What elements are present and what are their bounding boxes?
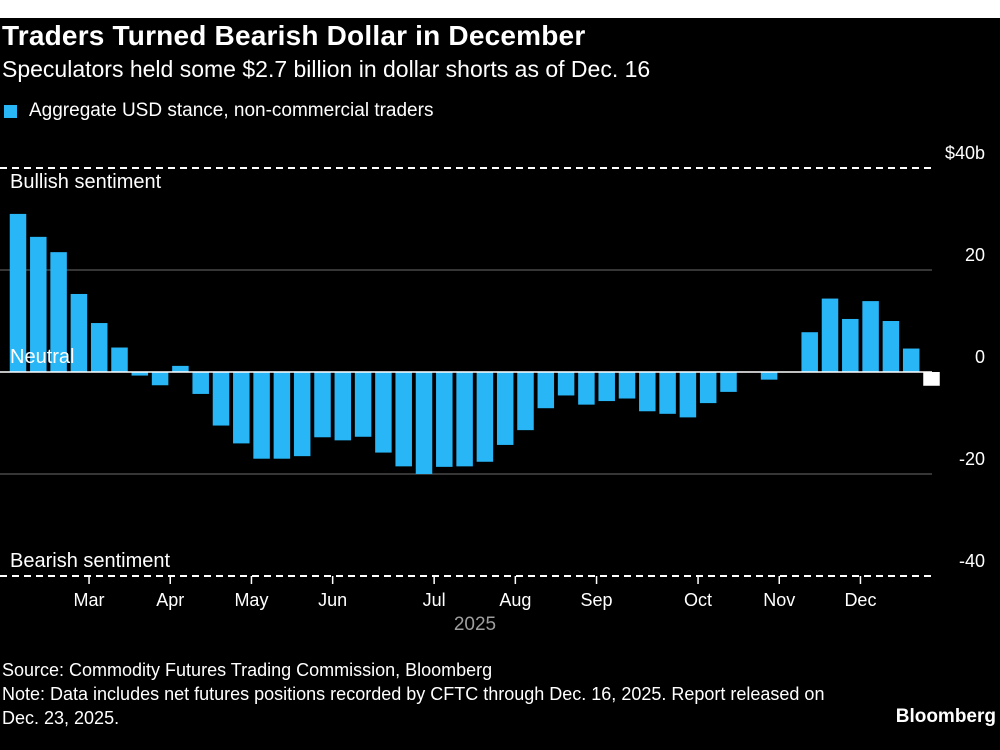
bar bbox=[9, 213, 27, 372]
bar bbox=[212, 372, 230, 426]
bar bbox=[456, 372, 473, 467]
legend-label: Aggregate USD stance, non-commercial tra… bbox=[29, 100, 434, 121]
y-tick-label: 0 bbox=[975, 347, 985, 367]
bar bbox=[699, 372, 717, 404]
bar bbox=[801, 332, 818, 372]
bar bbox=[882, 321, 900, 372]
x-tick-label: Dec bbox=[844, 590, 876, 610]
chart-frame: Traders Turned Bearish Dollar in Decembe… bbox=[0, 18, 1000, 750]
x-tick-label: Oct bbox=[684, 590, 712, 610]
bar bbox=[862, 301, 879, 372]
x-tick-label: Sep bbox=[581, 590, 613, 610]
x-tick-label: Aug bbox=[499, 590, 531, 610]
bar bbox=[172, 365, 189, 372]
bar bbox=[151, 372, 169, 386]
bar bbox=[415, 372, 433, 474]
bar bbox=[842, 318, 859, 372]
bar bbox=[111, 347, 128, 372]
annotation-neutral: Neutral bbox=[10, 346, 74, 368]
x-tick-label: Nov bbox=[763, 590, 795, 610]
bar-chart: $40b 20 0 -20 -40 Mar Apr May Jun Jul Aug Sep Oct No… bbox=[0, 143, 985, 635]
bar bbox=[639, 372, 656, 412]
x-axis: Mar Apr May Jun Jul Aug Sep Oct Nov Dec bbox=[74, 576, 876, 610]
x-tick-label: Jun bbox=[318, 590, 347, 610]
y-tick-label: -20 bbox=[959, 449, 985, 469]
bar bbox=[233, 372, 250, 444]
bar bbox=[557, 372, 575, 396]
bar bbox=[537, 372, 555, 409]
bar bbox=[293, 372, 311, 457]
x-tick-label: Jul bbox=[423, 590, 446, 610]
bar bbox=[902, 348, 920, 372]
x-tick-label: Mar bbox=[74, 590, 105, 610]
bar bbox=[334, 372, 352, 441]
chart-subtitle: Speculators held some $2.7 billion in do… bbox=[2, 56, 651, 82]
bar bbox=[618, 372, 636, 399]
bar bbox=[30, 236, 47, 372]
reference-lines bbox=[0, 167, 932, 577]
bar bbox=[375, 372, 392, 453]
bar bbox=[70, 293, 88, 372]
bar bbox=[436, 372, 453, 467]
bar bbox=[253, 372, 270, 459]
bar-latest bbox=[923, 372, 940, 386]
legend-swatch bbox=[4, 104, 17, 118]
source-text: Source: Commodity Futures Trading Commis… bbox=[2, 660, 493, 680]
bar bbox=[131, 372, 149, 376]
annotation-bearish: Bearish sentiment bbox=[10, 550, 171, 572]
note-text: Note: Data includes net futures position… bbox=[2, 684, 825, 728]
x-axis-title: 2025 bbox=[454, 614, 496, 635]
bar bbox=[273, 372, 291, 459]
bar bbox=[395, 372, 412, 467]
bar bbox=[821, 298, 839, 372]
bar bbox=[598, 372, 615, 402]
y-tick-labels: $40b 20 0 -20 -40 bbox=[945, 143, 985, 571]
footer: Source: Commodity Futures Trading Commis… bbox=[2, 658, 862, 730]
bar bbox=[517, 372, 534, 431]
x-tick-label: Apr bbox=[156, 590, 184, 610]
bar bbox=[720, 372, 737, 392]
x-tick-label: May bbox=[234, 590, 268, 610]
bar bbox=[354, 372, 372, 437]
legend: Aggregate USD stance, non-commercial tra… bbox=[4, 100, 433, 122]
bar bbox=[476, 372, 494, 462]
bar bbox=[578, 372, 595, 405]
bar bbox=[90, 323, 108, 372]
bars bbox=[9, 213, 940, 474]
bar bbox=[496, 372, 514, 445]
annotation-bullish: Bullish sentiment bbox=[10, 171, 162, 193]
chart-title: Traders Turned Bearish Dollar in Decembe… bbox=[2, 20, 586, 51]
y-tick-label: -40 bbox=[959, 551, 985, 571]
bar bbox=[659, 372, 676, 414]
gridlines bbox=[0, 269, 932, 475]
bar bbox=[679, 372, 697, 418]
bar bbox=[50, 252, 67, 372]
bar bbox=[314, 372, 331, 438]
y-tick-label: $40b bbox=[945, 143, 985, 163]
bloomberg-logo: Bloomberg bbox=[895, 706, 996, 727]
bar bbox=[192, 372, 209, 394]
bar bbox=[760, 372, 778, 380]
y-tick-label: 20 bbox=[965, 245, 985, 265]
